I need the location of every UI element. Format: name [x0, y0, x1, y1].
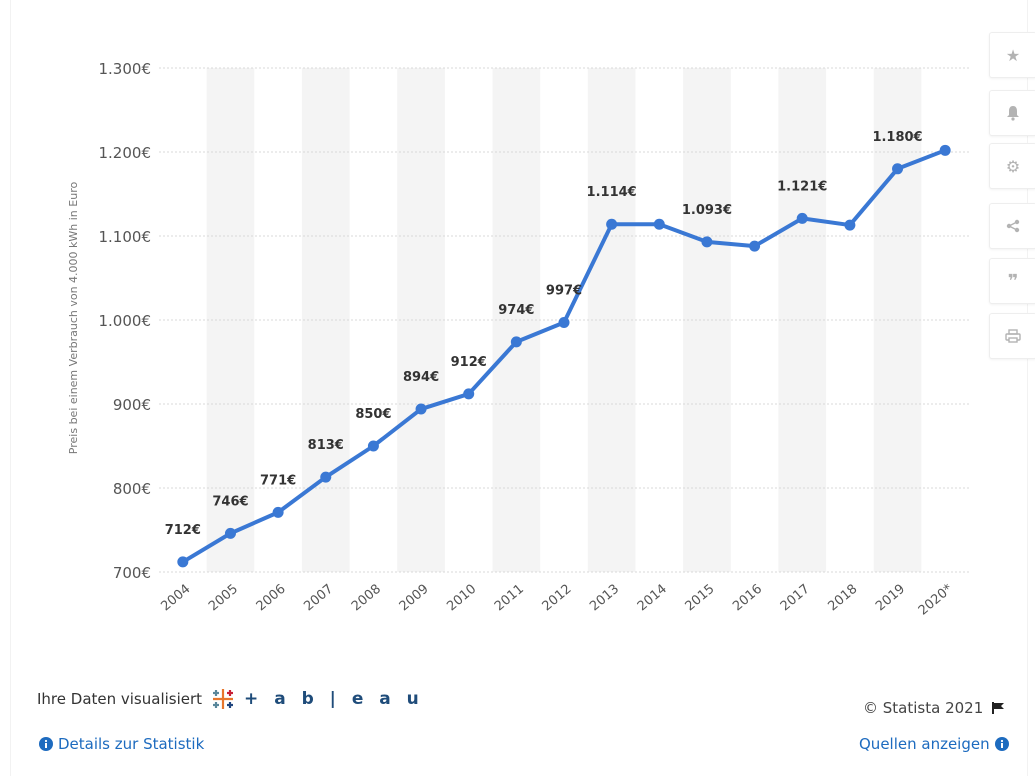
data-label: 1.114€ — [587, 185, 637, 200]
y-tick-label: 800€ — [113, 480, 151, 498]
x-tick-label: 2016 — [730, 582, 765, 615]
x-tick-label: 2019 — [873, 582, 908, 615]
y-tick-label: 1.000€ — [99, 312, 152, 330]
x-tick-label: 2010 — [444, 582, 479, 615]
favorite-button[interactable]: ★ — [989, 32, 1035, 78]
copyright-text: © Statista 2021 — [863, 699, 984, 717]
data-points — [177, 144, 951, 568]
x-tick-label: 2006 — [254, 582, 289, 615]
data-label: 850€ — [355, 407, 391, 422]
sources-label: Quellen anzeigen — [859, 735, 990, 753]
data-label: 997€ — [546, 284, 582, 299]
bell-icon — [1007, 106, 1019, 121]
data-point — [177, 556, 189, 568]
settings-button[interactable]: ⚙ — [989, 143, 1035, 189]
background-band — [206, 68, 255, 572]
data-label: 912€ — [451, 355, 487, 370]
series-line — [180, 148, 948, 564]
y-axis-label: Preis bei einem Verbrauch von 4.000 kWh … — [67, 182, 80, 455]
viz-credit: Ihre Daten visualisiert + a b | e a u — [37, 686, 424, 712]
x-tick-label: 2012 — [540, 582, 575, 615]
background-band — [778, 68, 827, 572]
data-label: 1.093€ — [682, 203, 732, 218]
details-link[interactable]: Details zur Statistik — [39, 735, 204, 753]
sources-link[interactable]: Quellen anzeigen — [859, 735, 1009, 753]
chart-card: 700€ 800€ 900€ 1.000€ 1.100€ 1.200€ 1.300€ 200… — [10, 0, 1035, 776]
x-tick-label: 2020* — [916, 581, 956, 618]
flag-icon[interactable] — [991, 701, 1005, 715]
line-chart: 700€ 800€ 900€ 1.000€ 1.100€ 1.200€ 1.300€ 200… — [67, 60, 969, 619]
star-icon: ★ — [1005, 45, 1021, 65]
data-point — [558, 317, 570, 329]
copyright: © Statista 2021 — [863, 699, 1005, 717]
y-axis-ticks: 700€ 800€ 900€ 1.000€ 1.100€ 1.200€ 1.300€ — [99, 60, 152, 582]
y-tick-label: 900€ — [113, 396, 151, 414]
tableau-logo-icon[interactable] — [210, 686, 236, 712]
data-label: 894€ — [403, 370, 439, 385]
x-tick-label: 2014 — [635, 582, 670, 615]
data-label: 813€ — [308, 438, 344, 453]
data-point — [224, 527, 236, 539]
data-point — [415, 403, 427, 415]
data-point — [653, 218, 665, 230]
x-axis-ticks: 2004 2005 2006 2007 2008 2009 2010 2011 2012 2013… — [158, 581, 956, 618]
data-label: 1.121€ — [777, 179, 827, 194]
x-tick-label: 2005 — [206, 582, 241, 615]
citation-button[interactable]: ❞ — [989, 258, 1035, 304]
data-point — [367, 440, 379, 452]
share-icon — [1006, 219, 1020, 233]
y-tick-label: 1.300€ — [99, 60, 152, 78]
print-icon — [1005, 329, 1021, 343]
data-labels: 712€ 746€ 771€ 813€ 850€ 894€ 912€ 974€ 997€ 1.11… — [165, 130, 923, 538]
y-tick-label: 1.100€ — [99, 228, 152, 246]
data-point — [272, 506, 284, 518]
data-label: 746€ — [212, 494, 248, 509]
x-tick-label: 2018 — [825, 582, 860, 615]
x-tick-label: 2015 — [683, 582, 718, 615]
x-tick-label: 2007 — [301, 582, 336, 615]
data-point — [939, 144, 951, 156]
x-tick-label: 2013 — [587, 582, 622, 615]
data-label: 712€ — [165, 523, 201, 538]
tableau-wordmark[interactable]: + a b | e a u — [244, 689, 424, 709]
x-tick-label: 2004 — [158, 582, 193, 615]
gear-icon: ⚙ — [1005, 156, 1021, 176]
data-point — [510, 336, 522, 348]
background-band — [301, 68, 350, 572]
data-point — [844, 219, 856, 231]
data-label: 771€ — [260, 473, 296, 488]
details-label: Details zur Statistik — [58, 735, 205, 753]
x-tick-label: 2009 — [397, 582, 432, 615]
y-tick-label: 1.200€ — [99, 144, 152, 162]
background-band — [873, 68, 922, 572]
data-label: 974€ — [498, 303, 534, 318]
data-label: 1.180€ — [872, 130, 922, 145]
data-point — [749, 240, 761, 252]
data-point — [320, 471, 332, 483]
data-point — [892, 163, 904, 175]
share-button[interactable] — [989, 203, 1035, 249]
x-tick-label: 2011 — [492, 582, 527, 615]
data-point — [463, 388, 475, 400]
quote-icon: ❞ — [1007, 270, 1019, 292]
info-icon — [994, 737, 1009, 751]
data-point — [796, 212, 808, 224]
x-tick-label: 2008 — [349, 582, 384, 615]
info-icon — [39, 737, 53, 751]
print-button[interactable] — [989, 313, 1035, 359]
data-point — [606, 218, 618, 230]
notification-button[interactable] — [989, 90, 1035, 136]
x-tick-label: 2017 — [778, 582, 813, 615]
y-tick-label: 700€ — [113, 564, 151, 582]
data-point — [701, 236, 713, 248]
viz-label: Ihre Daten visualisiert — [37, 690, 203, 708]
